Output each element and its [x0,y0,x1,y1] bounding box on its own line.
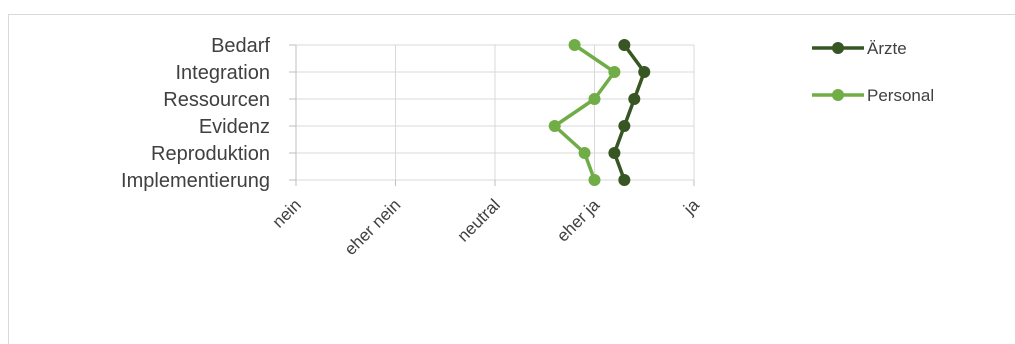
legend-label: Ärzte [867,39,907,58]
data-point [608,147,621,159]
data-point [588,174,601,186]
data-point [608,66,621,78]
x-tick-label: ja [679,195,703,219]
x-tick-label: eher ja [553,195,604,246]
data-point [618,174,631,186]
data-point [618,120,631,132]
category-label: Integration [175,62,270,84]
category-label: Implementierung [121,170,270,192]
category-label: Bedarf [211,35,270,57]
data-point [618,39,631,51]
category-label: Ressourcen [163,89,270,111]
legend: Ärzte Personal [812,39,934,105]
data-point [588,93,601,105]
series-layer [548,39,651,186]
legend-marker [832,42,844,54]
series-line-1 [612,43,646,181]
data-point [548,120,561,132]
data-point [628,93,641,105]
legend-marker [832,89,844,101]
category-label: Reproduktion [151,143,270,165]
x-tick-label: eher nein [341,195,405,259]
x-tick-label: neutral [454,195,504,245]
data-point [578,147,591,159]
data-point [638,66,651,78]
series-line-2 [552,43,617,181]
category-labels: Bedarf Integration Ressourcen Evidenz Reprod… [121,35,270,192]
legend-label: Personal [867,86,934,105]
data-point [568,39,581,51]
category-label: Evidenz [199,116,270,138]
chart-frame [8,14,1015,344]
x-tick-label: nein [269,195,305,231]
x-tick-labels: nein eher nein neutral eher ja ja [269,195,704,259]
grid-lines [289,44,695,186]
